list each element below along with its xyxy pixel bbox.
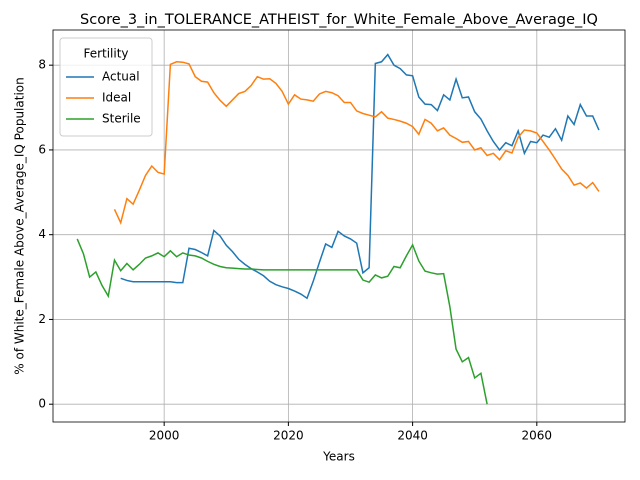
y-axis-label: % of White_Female Above_Average_IQ Popul… bbox=[13, 77, 27, 374]
legend-title: Fertility bbox=[83, 47, 128, 61]
x-tick-label: 2020 bbox=[273, 429, 304, 443]
series-line bbox=[113, 61, 600, 226]
y-tick-label: 8 bbox=[38, 58, 46, 72]
x-tick-label: 2000 bbox=[149, 429, 180, 443]
series-line bbox=[76, 238, 488, 405]
legend-box bbox=[59, 37, 153, 137]
y-tick-label: 6 bbox=[38, 142, 46, 156]
y-tick-label: 0 bbox=[38, 397, 46, 411]
x-tick-label: 2060 bbox=[522, 429, 553, 443]
x-axis-label: Years bbox=[322, 450, 355, 464]
plot-frame bbox=[52, 29, 626, 423]
y-tick-label: 4 bbox=[38, 227, 46, 241]
x-tick-label: 2040 bbox=[397, 429, 428, 443]
legend-label: Sterile bbox=[102, 112, 141, 126]
legend-label: Ideal bbox=[102, 91, 131, 105]
series-line bbox=[120, 53, 600, 300]
legend-label: Actual bbox=[102, 70, 140, 84]
chart-title: Score_3_in_TOLERANCE_ATHEIST_for_White_F… bbox=[80, 12, 598, 28]
y-tick-label: 2 bbox=[38, 312, 46, 326]
